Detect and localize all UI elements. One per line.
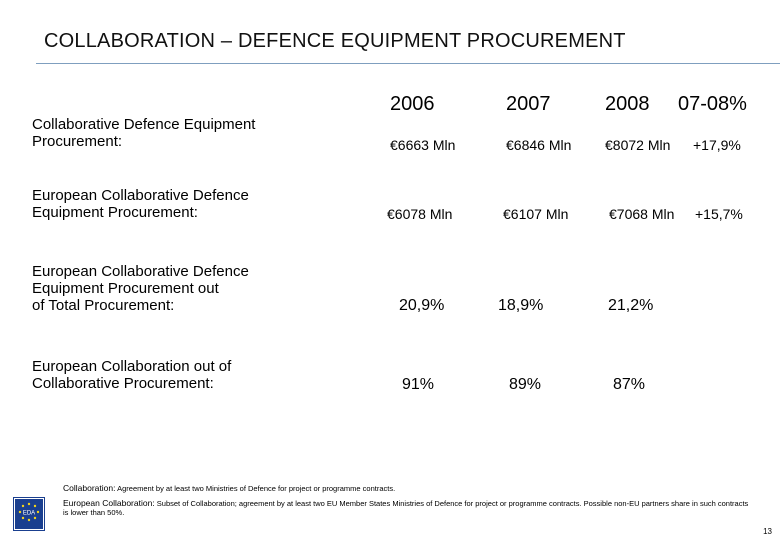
footnote-collaboration: Collaboration: Agreement by at least two… — [63, 483, 753, 494]
footnote-term: Collaboration: — [63, 483, 116, 493]
page-number: 13 — [763, 527, 772, 536]
row3-2007: 18,9% — [498, 297, 544, 314]
row1-2008: €8072 Mln — [605, 137, 671, 153]
footnotes: Collaboration: Agreement by at least two… — [63, 483, 753, 518]
row2-change: +15,7% — [695, 206, 743, 222]
col-header-2006: 2006 — [390, 93, 435, 115]
eu-stars-icon: EDA — [18, 502, 40, 522]
row-label-collaborative: Collaborative Defence Equipment Procurem… — [32, 116, 256, 150]
row2-2008: €7068 Mln — [609, 206, 675, 222]
footnote-text: Agreement by at least two Ministries of … — [117, 484, 396, 493]
row3-2006: 20,9% — [399, 297, 445, 314]
footnote-european-collaboration: European Collaboration: Subset of Collab… — [63, 498, 753, 518]
title-divider — [36, 63, 780, 64]
eda-logo: EDA — [13, 497, 45, 531]
eda-logo-text: EDA — [23, 511, 35, 517]
row4-2007: 89% — [509, 376, 542, 393]
row3-2008: 21,2% — [608, 297, 654, 314]
row-label-share-of-total: European Collaborative Defence Equipment… — [32, 263, 249, 314]
col-header-2007: 2007 — [506, 93, 551, 115]
row-label-european-share: European Collaboration out of Collaborat… — [32, 358, 232, 392]
row4-2006: 91% — [402, 376, 435, 393]
footnote-text: Subset of Collaboration; agreement by at… — [63, 499, 749, 517]
footnote-term: European Collaboration: — [63, 498, 155, 508]
row1-2007: €6846 Mln — [506, 137, 572, 153]
row2-2007: €6107 Mln — [503, 206, 569, 222]
row4-2008: 87% — [613, 376, 646, 393]
col-header-2008: 2008 — [605, 93, 650, 115]
col-header-change: 07-08% — [678, 93, 747, 115]
row1-2006: €6663 Mln — [390, 137, 456, 153]
row2-2006: €6078 Mln — [387, 206, 453, 222]
page-title: COLLABORATION – DEFENCE EQUIPMENT PROCUR… — [44, 30, 626, 52]
row1-change: +17,9% — [693, 137, 741, 153]
row-label-european-collaborative: European Collaborative Defence Equipment… — [32, 187, 249, 221]
